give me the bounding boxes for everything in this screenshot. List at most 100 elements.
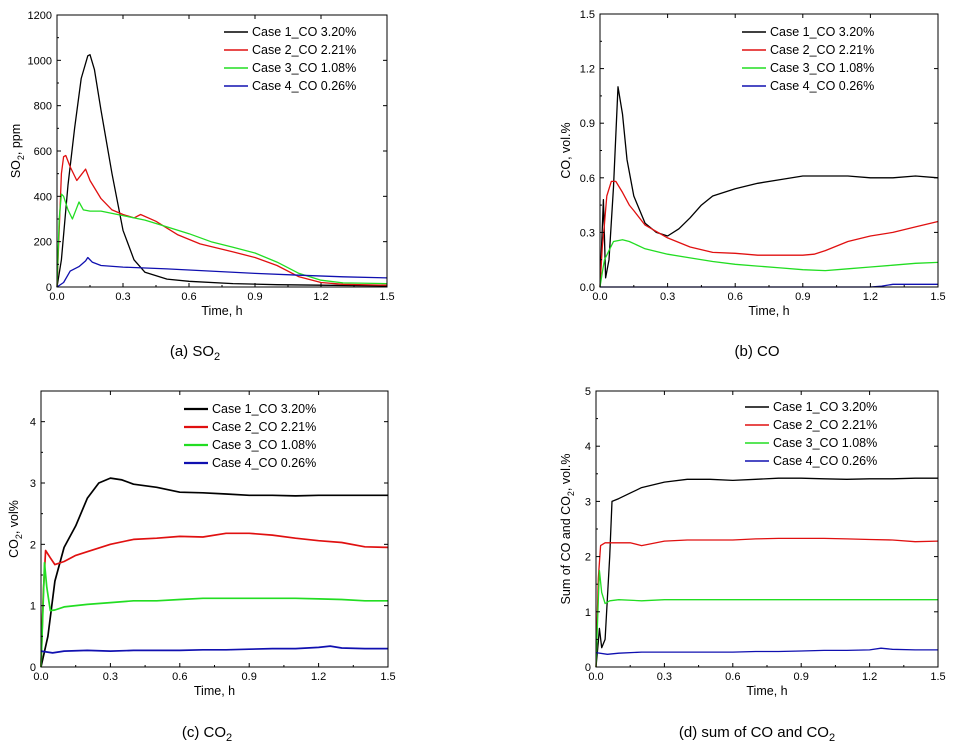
plot-frame (595, 390, 939, 668)
chart-1: 0.0 0.3 0.6 0.9 1.2 1.5 0 200 400 600 800 1000 1200 T… (9, 10, 395, 363)
series-line-case-1 (595, 477, 938, 668)
legend-label-case-2: Case 2_CO 2.21% (212, 420, 316, 434)
y-tick-label: 1 (585, 607, 591, 619)
x-axis-label: Time, h (194, 684, 235, 698)
y-axis-label: SO2, ppm (9, 124, 26, 178)
y-axis-label-sub: 2 (566, 491, 576, 496)
x-tick-label: 0.9 (794, 671, 809, 683)
x-tick-label: 1.2 (863, 291, 878, 303)
series-line-case-2 (595, 537, 939, 668)
x-tick-label: 1.2 (311, 671, 326, 683)
series-line-case-1 (40, 477, 388, 668)
y-tick-label: 0 (46, 282, 52, 294)
series-line-case-4 (56, 256, 388, 288)
x-tick-label: 1.5 (930, 291, 945, 303)
legend-label-case-2: Case 2_CO 2.21% (770, 43, 874, 57)
panel-caption-main: (c) CO (182, 724, 226, 741)
x-axis-label: Time, h (746, 684, 787, 698)
x-tick-label: 0.9 (242, 671, 257, 683)
y-axis-label-main: SO (9, 160, 23, 178)
legend-label-case-2: Case 2_CO 2.21% (773, 418, 877, 432)
series-line-case-2 (40, 532, 389, 668)
panel-caption: (d) sum of CO and CO2 (679, 724, 835, 744)
panel-caption-main: (a) SO (170, 343, 214, 360)
y-axis-label-rest: , vol% (7, 500, 21, 534)
y-tick-label: 3 (30, 478, 36, 490)
legend-label-case-1: Case 1_CO 3.20% (252, 25, 356, 39)
legend-label-case-4: Case 4_CO 0.26% (770, 79, 874, 93)
series-line-case-3 (595, 569, 938, 668)
x-tick-label: 0.6 (181, 291, 196, 303)
series-line-case-4 (40, 645, 388, 654)
legend-label-case-3: Case 3_CO 1.08% (212, 438, 316, 452)
y-tick-label: 0.0 (580, 282, 595, 294)
y-tick-label: 3 (585, 496, 591, 508)
x-tick-label: 0.6 (725, 671, 740, 683)
y-tick-label: 1 (30, 601, 36, 613)
panel-caption: (c) CO2 (182, 724, 232, 744)
y-tick-label: 1000 (28, 55, 52, 67)
y-axis-label: CO2, vol% (7, 500, 24, 558)
y-tick-label: 1200 (28, 10, 52, 22)
y-tick-label: 4 (30, 417, 36, 429)
x-tick-label: 0.9 (247, 291, 262, 303)
legend-label-case-4: Case 4_CO 0.26% (252, 79, 356, 93)
series-line-case-2 (599, 180, 939, 288)
legend-label-case-1: Case 1_CO 3.20% (212, 402, 316, 416)
x-tick-label: 0.0 (588, 671, 603, 683)
panel-caption-main: (d) sum of CO and CO (679, 724, 829, 741)
panel-caption-sub: 2 (226, 732, 232, 744)
y-tick-label: 0.6 (580, 173, 595, 185)
x-tick-label: 0.0 (33, 671, 48, 683)
x-tick-label: 1.5 (380, 671, 395, 683)
chart-4: 0.0 0.3 0.6 0.9 1.2 1.5 0 1 2 3 4 5 Time, h Sum of CO… (559, 386, 946, 744)
y-tick-label: 0.3 (580, 227, 595, 239)
y-axis-label-main: CO, vol.% (559, 122, 573, 178)
y-tick-label: 1.5 (580, 9, 595, 21)
series-line-case-3 (599, 239, 939, 288)
y-tick-label: 800 (34, 101, 52, 113)
x-tick-label: 0.0 (49, 291, 64, 303)
legend-label-case-1: Case 1_CO 3.20% (770, 25, 874, 39)
y-tick-label: 2 (30, 539, 36, 551)
legend-label-case-3: Case 3_CO 1.08% (252, 61, 356, 75)
y-tick-label: 0 (585, 662, 591, 674)
panel-caption: (b) CO (735, 343, 780, 360)
x-tick-label: 0.3 (657, 671, 672, 683)
series-line-case-2 (56, 154, 388, 288)
y-axis-label-rest: , ppm (9, 124, 23, 155)
panel-caption-sub: 2 (214, 351, 220, 363)
x-tick-label: 1.5 (379, 291, 394, 303)
y-tick-label: 2 (585, 552, 591, 564)
y-tick-label: 1.2 (580, 64, 595, 76)
panel-caption-main: (b) CO (735, 343, 780, 360)
x-tick-label: 0.3 (115, 291, 130, 303)
y-tick-label: 600 (34, 146, 52, 158)
y-axis-label-main: CO (7, 539, 21, 558)
y-tick-label: 0 (30, 662, 36, 674)
x-tick-label: 0.6 (728, 291, 743, 303)
x-tick-label: 1.2 (862, 671, 877, 683)
legend-label-case-4: Case 4_CO 0.26% (773, 454, 877, 468)
x-tick-label: 0.3 (660, 291, 675, 303)
y-tick-label: 4 (585, 441, 591, 453)
x-tick-label: 1.2 (313, 291, 328, 303)
x-tick-label: 0.9 (795, 291, 810, 303)
y-tick-label: 400 (34, 191, 52, 203)
plot-frame (599, 13, 939, 288)
legend-label-case-4: Case 4_CO 0.26% (212, 456, 316, 470)
y-tick-label: 5 (585, 386, 591, 398)
panel-caption: (a) SO2 (170, 343, 220, 363)
y-axis-label-main: Sum of CO and CO (559, 496, 573, 605)
y-axis-label: Sum of CO and CO2, vol.% (559, 454, 576, 605)
series-line-case-3 (56, 193, 388, 288)
y-axis-label-sub: 2 (16, 155, 26, 160)
x-tick-label: 0.3 (103, 671, 118, 683)
y-axis-label-sub: 2 (14, 534, 24, 539)
y-tick-label: 0.9 (580, 118, 595, 130)
series-line-case-3 (40, 561, 388, 668)
x-tick-label: 0.0 (592, 291, 607, 303)
chart-2: 0.0 0.3 0.6 0.9 1.2 1.5 0.0 0.3 0.6 0.9 1.2 1.5 Time… (559, 9, 946, 360)
